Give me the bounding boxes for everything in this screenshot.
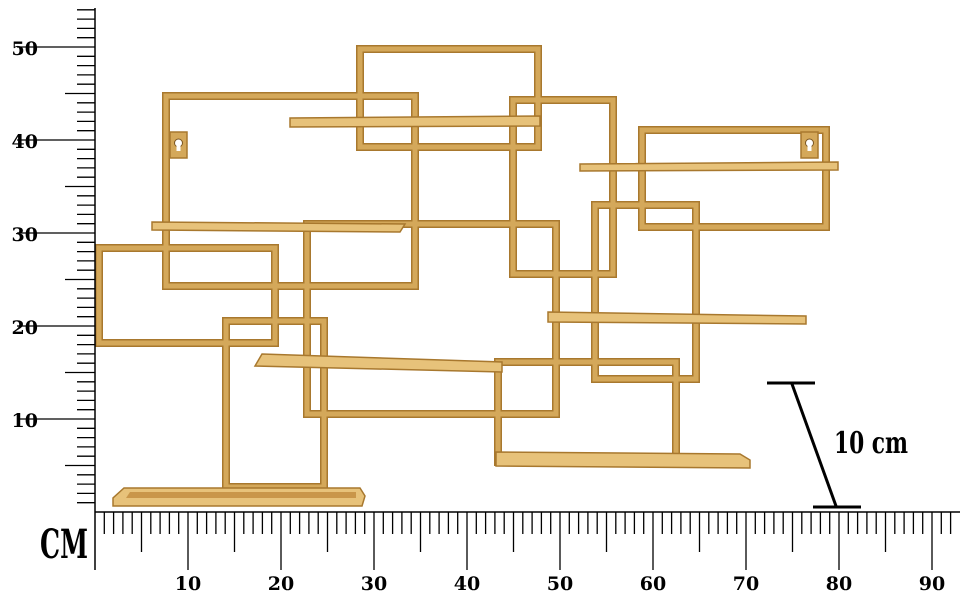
x-tick-label: 20 — [268, 573, 294, 595]
x-tick-label: 80 — [826, 573, 852, 595]
x-tick-label: 10 — [175, 573, 201, 595]
x-tick-label: 40 — [454, 573, 480, 595]
y-tick-label: 10 — [12, 410, 38, 432]
vertical-ruler-ticks — [17, 9, 95, 504]
scale-bar-line — [790, 383, 838, 507]
scale-bar — [767, 381, 861, 509]
y-tick-label: 50 — [12, 38, 38, 60]
horizontal-ruler-labels: 10 20 30 40 50 60 70 80 90 — [175, 573, 945, 595]
shelf-shadow — [95, 45, 830, 491]
y-tick-label: 20 — [12, 317, 38, 339]
ruler-axes — [17, 8, 960, 570]
shelf-boards — [112, 115, 839, 507]
vertical-ruler-labels: 10 20 30 40 50 — [12, 38, 38, 432]
horizontal-ruler-ticks — [103, 512, 952, 570]
x-tick-label: 60 — [640, 573, 666, 595]
x-tick-label: 50 — [547, 573, 573, 595]
unit-label: CM — [40, 521, 88, 568]
x-tick-label: 70 — [733, 573, 759, 595]
y-tick-label: 40 — [12, 131, 38, 153]
wall-shelf-icon — [95, 45, 839, 507]
y-tick-label: 30 — [12, 224, 38, 246]
scale-bar-label: 10 cm — [834, 426, 908, 461]
x-tick-label: 30 — [361, 573, 387, 595]
keyhole-hangers — [169, 131, 819, 159]
x-tick-label: 90 — [919, 573, 945, 595]
shelf-frame — [96, 46, 829, 490]
